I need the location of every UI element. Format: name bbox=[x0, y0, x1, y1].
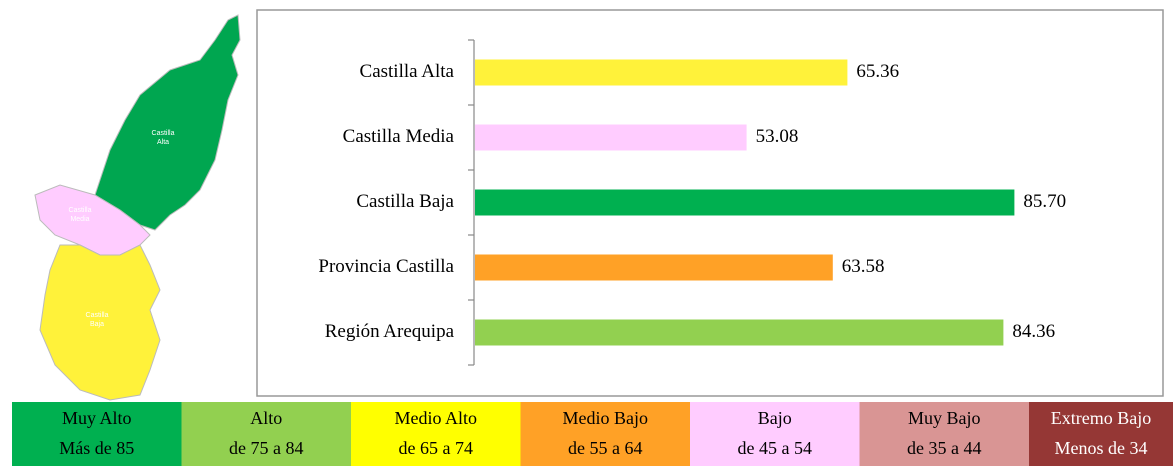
bar bbox=[475, 59, 848, 86]
legend-range: de 35 a 44 bbox=[907, 438, 981, 458]
category-label: Región Arequipa bbox=[325, 321, 455, 342]
map: Castilla Alta Castilla Media Castilla Baja bbox=[34, 14, 241, 401]
legend-name: Muy Bajo bbox=[908, 408, 981, 428]
legend-cell bbox=[181, 402, 351, 466]
bar bbox=[475, 124, 747, 151]
legend-range: Menos de 34 bbox=[1055, 438, 1148, 458]
map-label: Castilla bbox=[86, 312, 109, 319]
legend-name: Alto bbox=[250, 408, 282, 428]
map-label: Media bbox=[70, 216, 89, 223]
legend-name: Bajo bbox=[758, 408, 792, 428]
legend-name: Muy Alto bbox=[62, 408, 132, 428]
value-label: 65.36 bbox=[856, 61, 899, 82]
legend-cell bbox=[690, 402, 860, 466]
map-label: Baja bbox=[90, 321, 104, 328]
category-label: Castilla Media bbox=[343, 126, 455, 147]
legend-cell bbox=[351, 402, 521, 466]
map-label: Castilla bbox=[152, 130, 175, 137]
legend-cell bbox=[520, 402, 690, 466]
legend-range: de 65 a 74 bbox=[399, 438, 473, 458]
legend-range: de 45 a 54 bbox=[738, 438, 812, 458]
bar bbox=[475, 254, 833, 281]
map-region bbox=[94, 14, 241, 231]
legend-name: Medio Alto bbox=[394, 408, 477, 428]
bar bbox=[475, 319, 1004, 346]
legend-name: Medio Bajo bbox=[563, 408, 649, 428]
category-label: Provincia Castilla bbox=[318, 256, 454, 277]
value-label: 84.36 bbox=[1012, 321, 1055, 342]
category-label: Castilla Baja bbox=[356, 191, 454, 212]
legend-cell bbox=[859, 402, 1029, 466]
legend-cell bbox=[12, 402, 182, 466]
value-label: 53.08 bbox=[756, 126, 799, 147]
category-label: Castilla Alta bbox=[360, 61, 455, 82]
map-label: Alta bbox=[157, 139, 169, 146]
legend-name: Extremo Bajo bbox=[1051, 408, 1151, 428]
value-label: 85.70 bbox=[1023, 191, 1066, 212]
legend-range: de 55 a 64 bbox=[568, 438, 642, 458]
legend-range: de 75 a 84 bbox=[229, 438, 303, 458]
bar bbox=[475, 189, 1015, 216]
legend-range: Más de 85 bbox=[59, 438, 134, 458]
value-label: 63.58 bbox=[842, 256, 885, 277]
map-region bbox=[39, 244, 161, 401]
legend-cell bbox=[1029, 402, 1173, 466]
map-label: Castilla bbox=[69, 207, 92, 214]
